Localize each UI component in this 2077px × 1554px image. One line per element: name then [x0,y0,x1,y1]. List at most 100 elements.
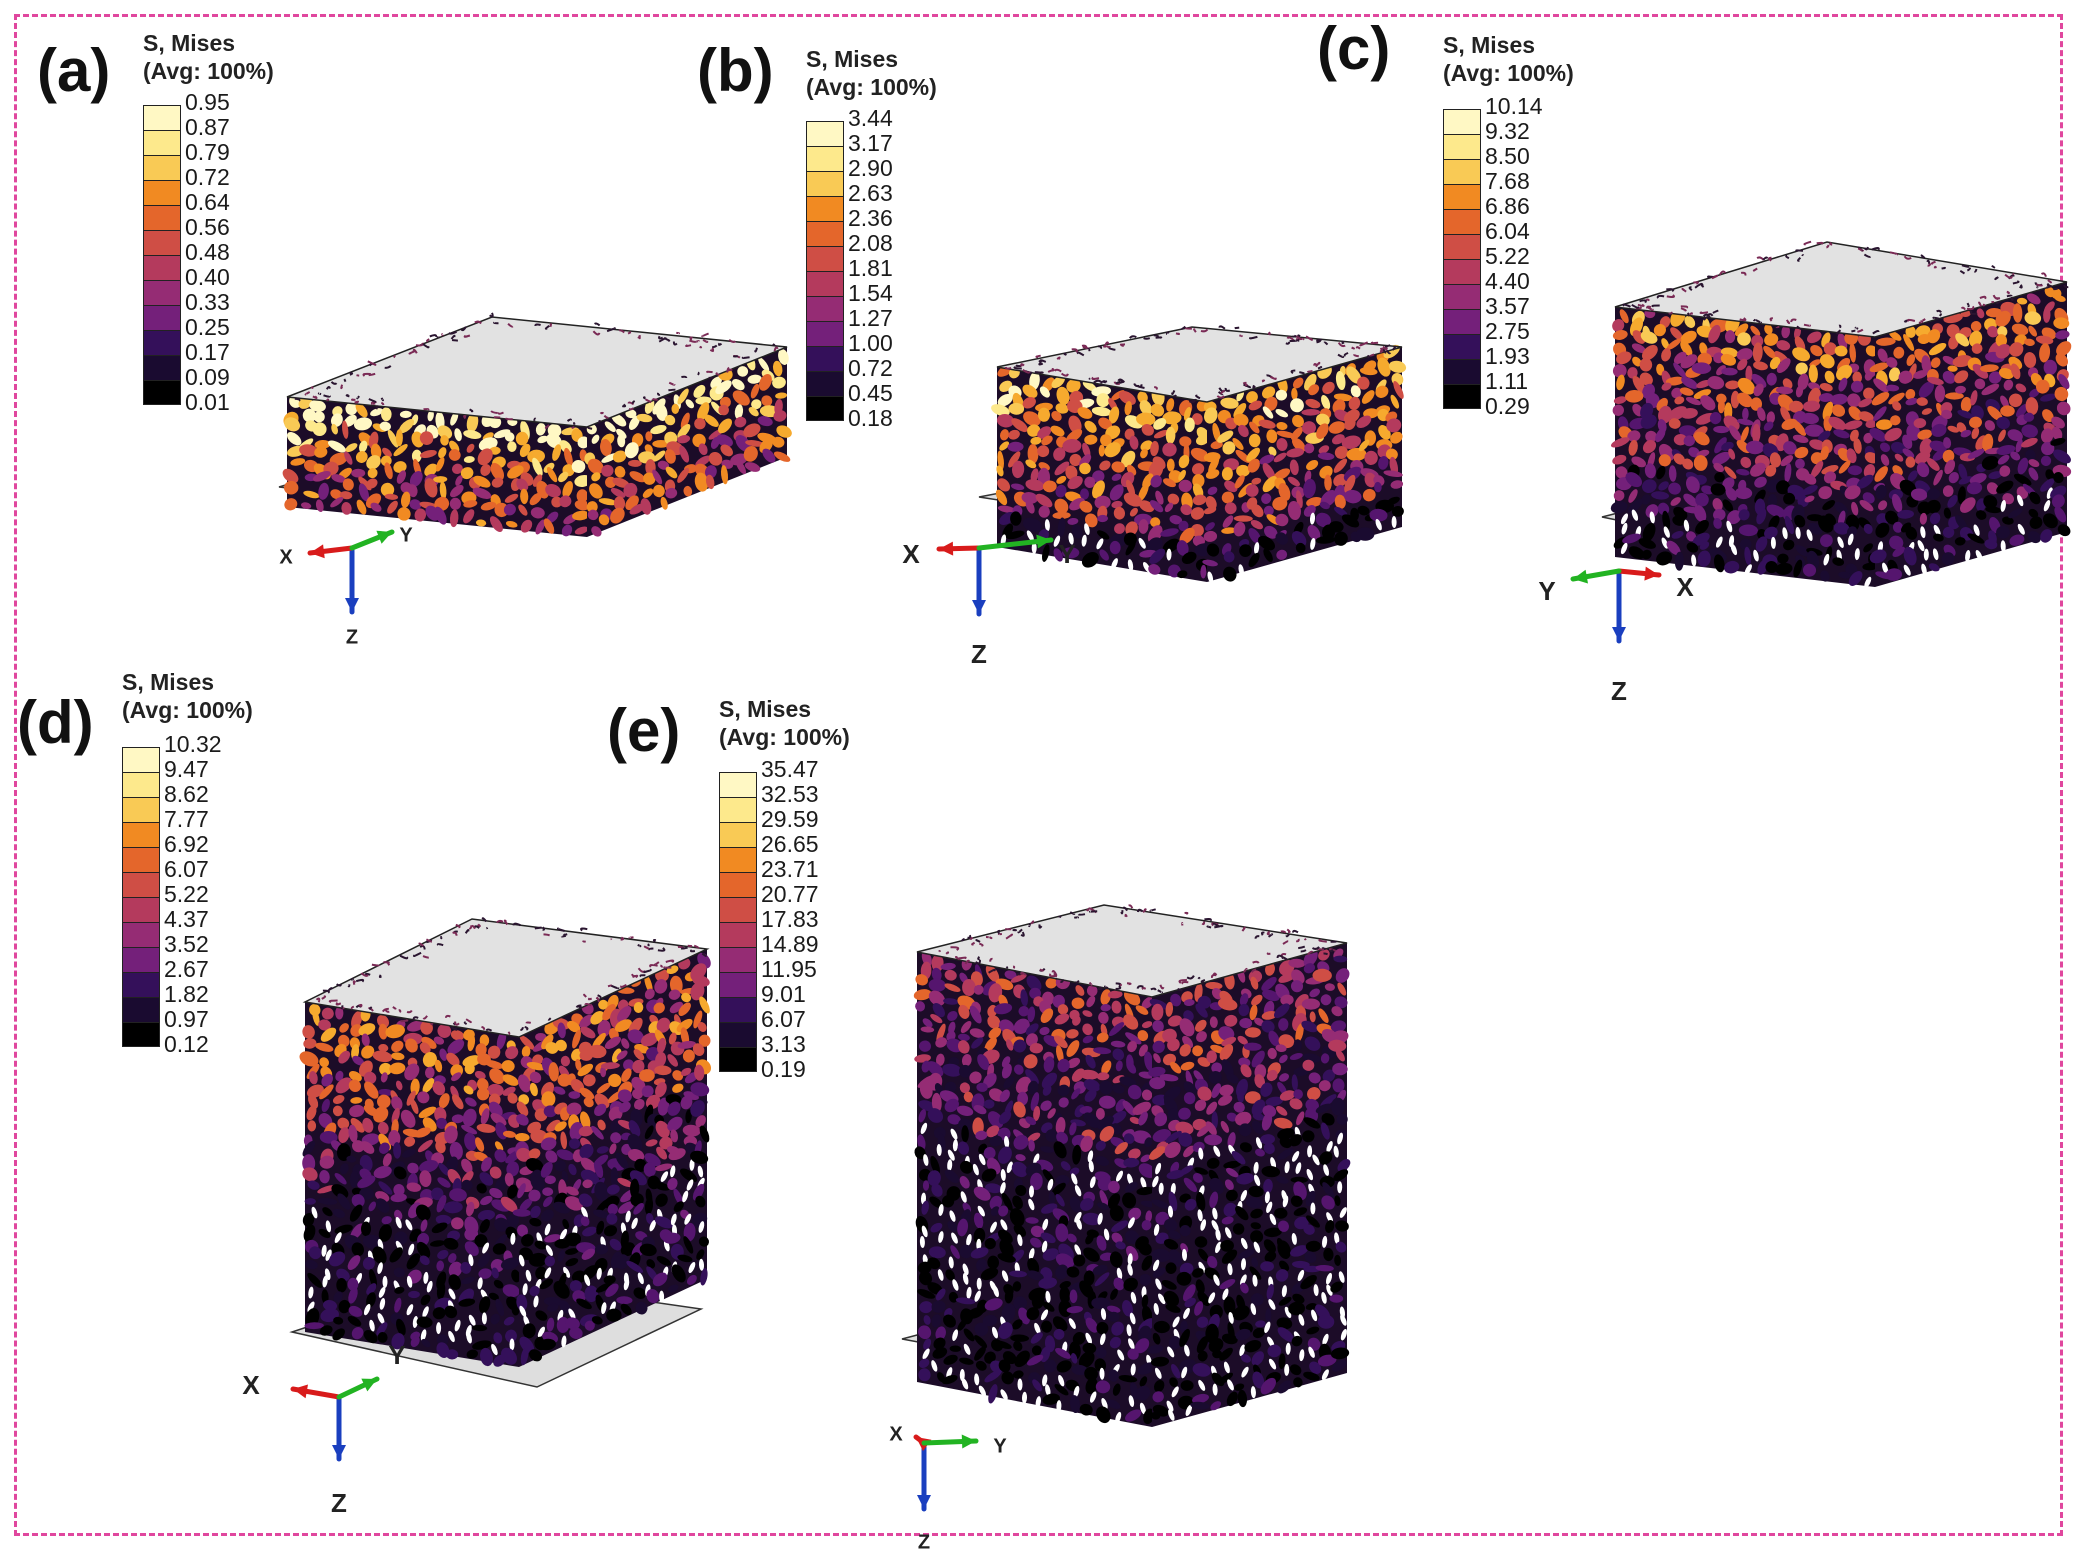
lattice-strut [420,1219,428,1232]
lattice-strut [2010,451,2021,461]
lattice-strut [435,457,445,472]
lattice-strut [1627,367,1638,379]
lattice-strut [1224,502,1237,515]
lattice-strut [1343,466,1362,482]
lattice-strut [502,1284,520,1298]
lattice-strut [1612,404,1624,416]
lattice-strut [367,468,378,479]
lattice-pore [1730,543,1738,556]
plate-debris [1105,345,1111,348]
lattice-strut [546,466,558,483]
lattice-strut [1727,510,1742,525]
lattice-strut [1824,370,1835,384]
plate-debris [504,417,513,421]
color-swatch [806,346,844,371]
lattice-pore [1854,548,1860,561]
lattice-strut [1697,550,1711,567]
lattice-strut [500,1257,520,1270]
plate-debris [1790,318,1797,323]
lattice-strut [535,423,546,436]
plate-debris [1712,309,1719,314]
lattice-strut [2029,491,2041,505]
lattice-strut [2002,516,2014,525]
lattice-strut [1266,429,1278,444]
lattice-strut [1795,385,1804,398]
lattice-strut [1661,348,1672,362]
lattice-strut [493,429,511,439]
lattice-strut [1306,496,1323,508]
plate-debris [566,418,572,422]
lattice-strut [1958,463,1968,481]
lattice-strut [466,1201,475,1217]
lattice-strut [351,1044,360,1060]
legend-title: S, Mises (Avg: 100%) [1443,31,1574,87]
lattice-strut [1875,337,1896,346]
figure-frame: (a) S, Mises (Avg: 100%) 0.95 0.87 0.79 0.7… [14,14,2072,1553]
lattice-strut [1108,406,1120,424]
plate-debris [349,371,354,376]
x-axis-label: X [902,539,920,569]
lattice-strut [337,1193,351,1210]
lattice-strut [1661,382,1672,391]
lattice-strut [373,1165,392,1179]
lattice-strut [1875,522,1890,538]
lattice-strut [350,1097,363,1104]
lattice-strut [504,431,515,442]
lattice-strut [591,472,601,482]
lattice-strut [598,514,610,526]
lattice-strut [290,458,306,466]
lattice-strut [1955,385,1966,394]
lattice-strut [734,416,747,428]
plate-debris [1290,369,1296,375]
lattice-strut [377,1121,389,1135]
lattice-strut [1919,512,1928,525]
lattice-strut [1970,390,1978,406]
lattice-strut [612,450,627,463]
lattice-strut [1725,487,1737,501]
lattice-strut [614,466,626,478]
lattice-strut [1986,482,1999,495]
lattice-strut [1886,357,1898,368]
lattice-strut [1934,384,1946,403]
plate-debris [651,397,658,401]
lattice-strut [352,1055,365,1066]
lattice-strut [2051,416,2065,429]
lattice-strut [1740,456,1752,468]
lattice-strut [358,1023,376,1036]
plate-debris [1889,251,1899,256]
lattice-strut [1672,515,1686,526]
lattice-strut [677,467,690,483]
lattice-strut [576,489,589,503]
plate-debris [1316,338,1321,343]
plate-debris [1224,387,1231,392]
lattice-strut [1674,396,1685,405]
plate-debris [1796,325,1802,331]
plate-debris [422,343,430,349]
lattice-strut [1742,407,1749,421]
lattice-strut [1333,473,1348,487]
color-swatch [122,822,160,847]
lattice-strut [378,1023,388,1040]
lattice-strut [1722,477,1735,490]
lattice-strut [489,516,503,533]
tick-label: 0.48 [185,239,230,265]
lattice-strut [1025,500,1035,514]
lattice-strut [591,526,602,537]
plate-debris [1797,257,1802,262]
lattice-strut [339,1163,349,1175]
lattice-strut [422,1077,435,1093]
lattice-strut [361,1033,370,1047]
plate-debris [695,340,700,343]
plate-debris [1966,305,1975,311]
lattice-strut [505,520,518,528]
color-scale [1443,109,1481,409]
lattice-strut [720,444,733,457]
color-swatch [1443,334,1481,359]
lattice-strut [1057,517,1066,538]
lattice-strut [1612,330,1628,340]
lattice-pore [1081,534,1087,547]
lattice-strut [1892,465,1903,476]
lattice-strut [480,1108,490,1125]
lattice-strut [339,491,353,500]
lattice-strut [1914,451,1931,465]
